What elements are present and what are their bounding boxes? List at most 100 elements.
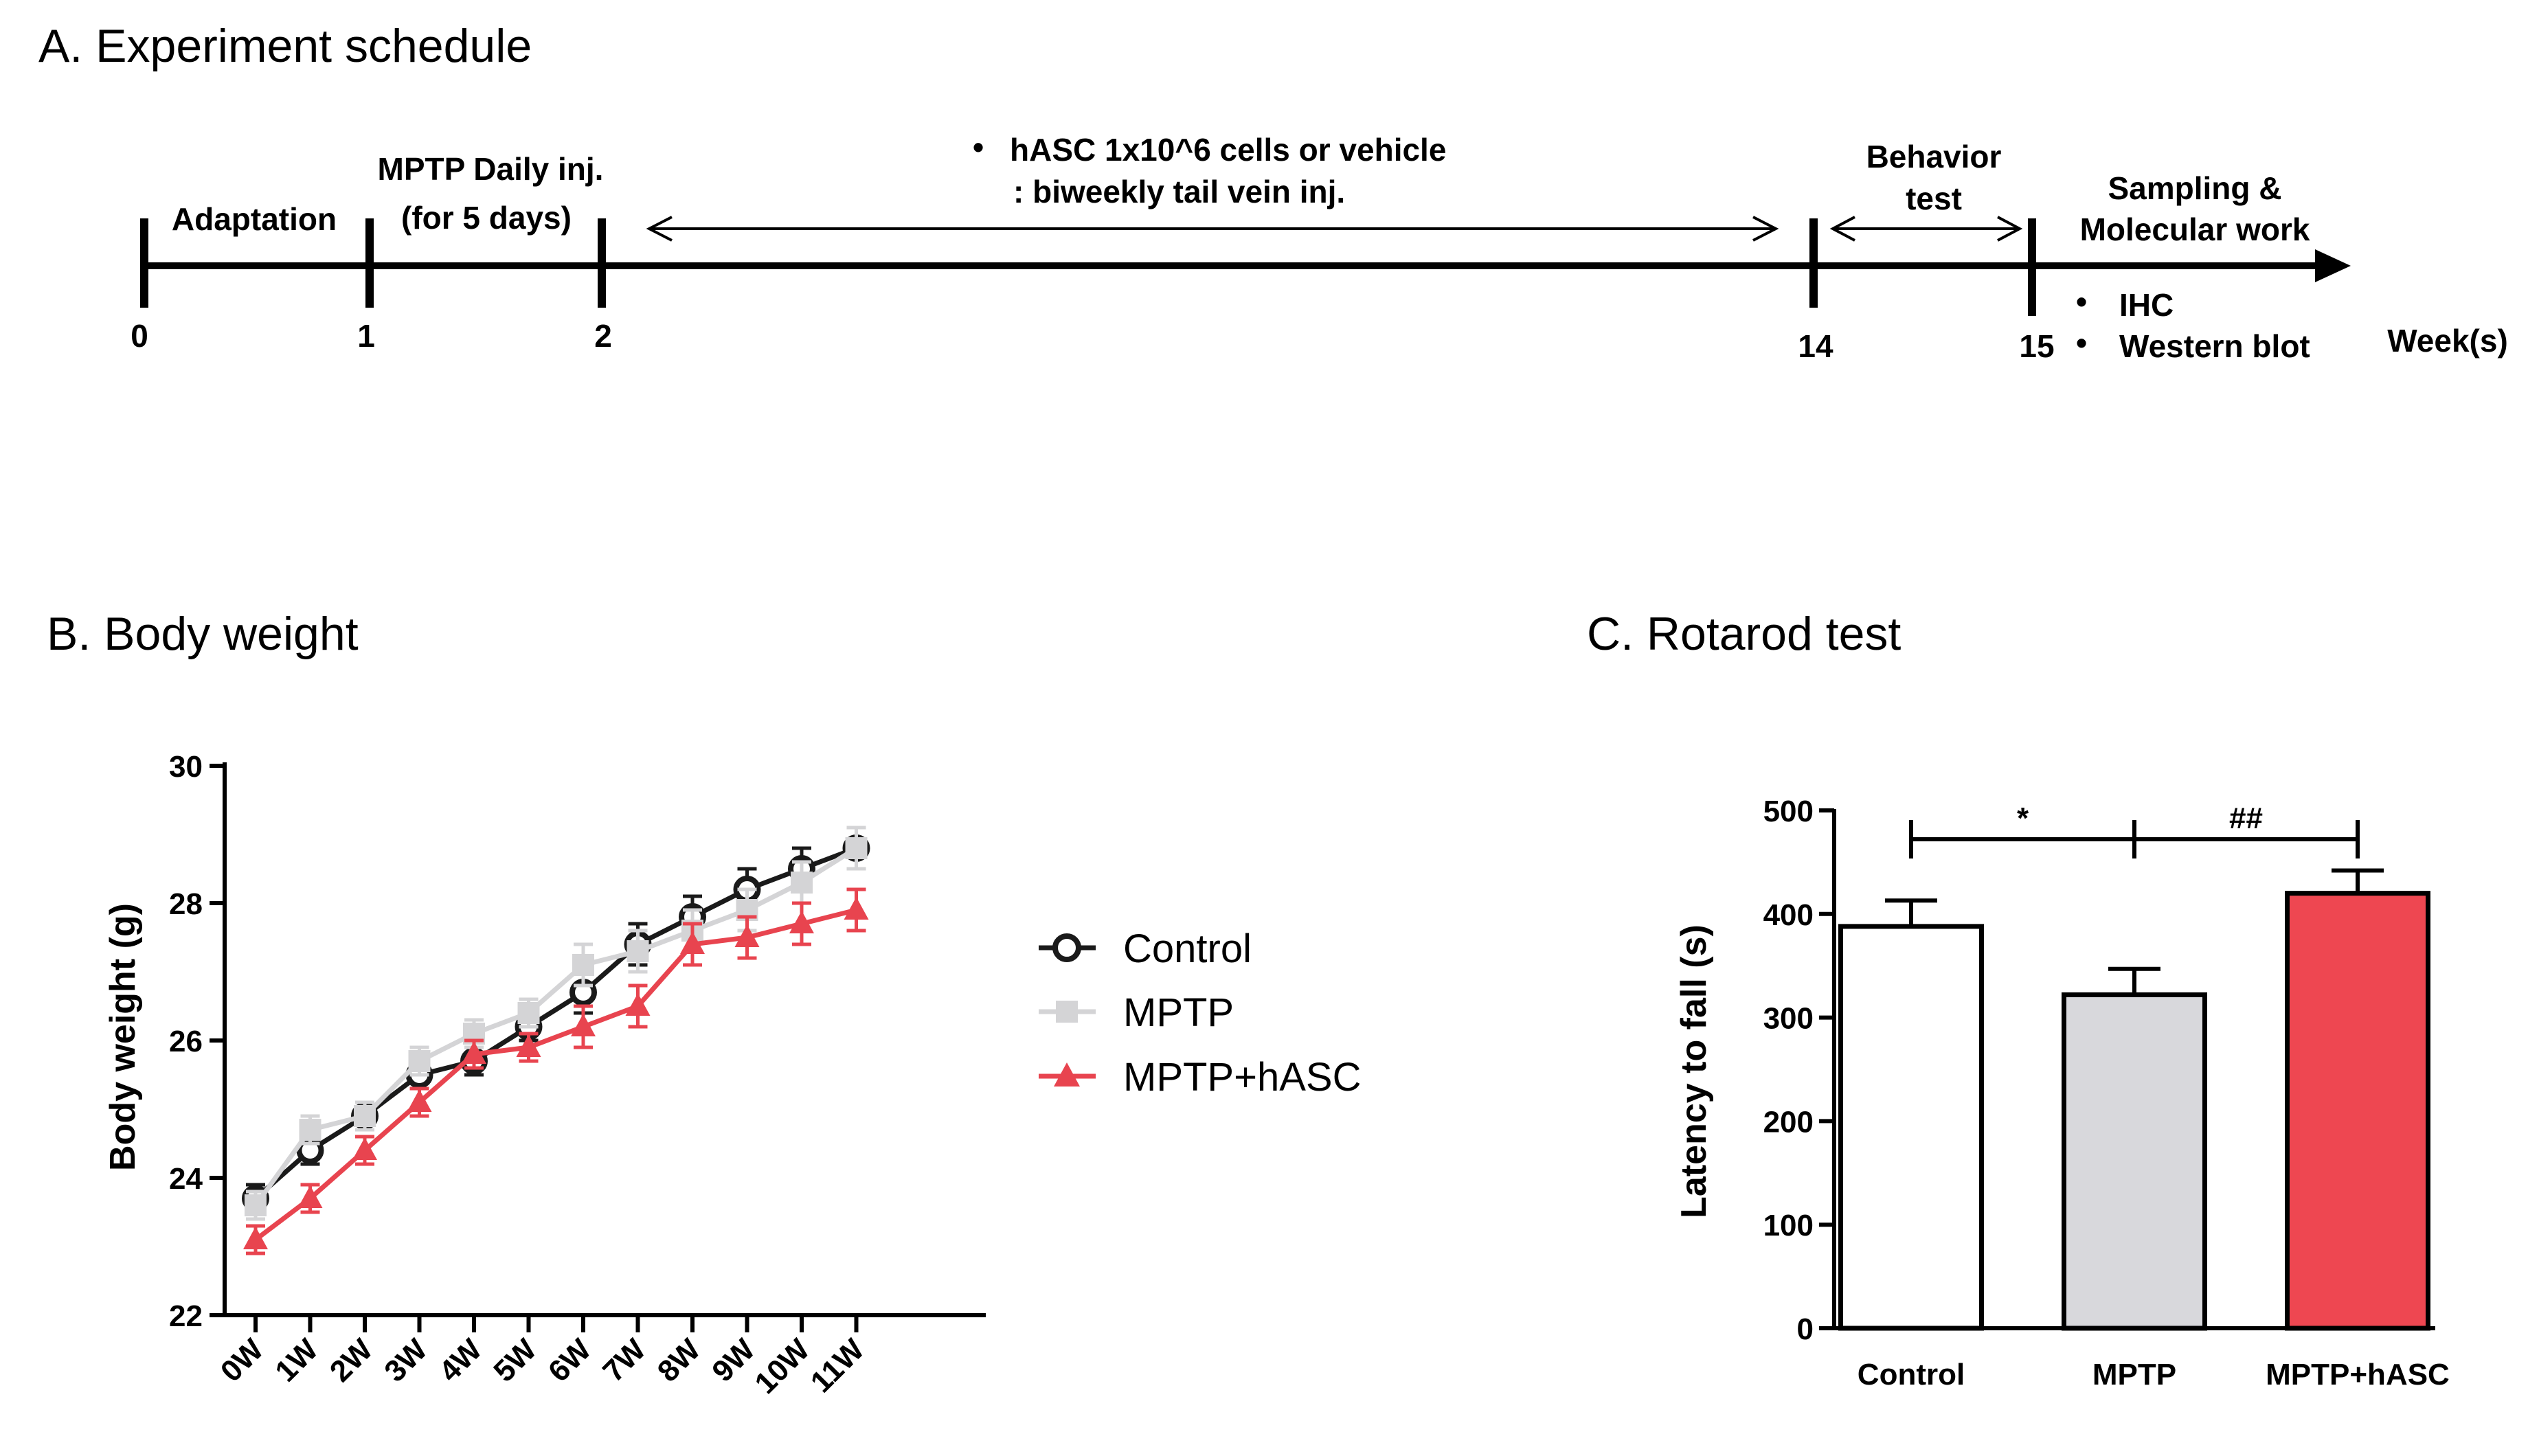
week-label-0: 0	[131, 318, 148, 354]
series-control	[242, 826, 870, 1214]
behavior-label-line2: test	[1906, 181, 1962, 216]
x-tick-label-5w: 5W	[487, 1332, 543, 1389]
week-label-14: 14	[1798, 328, 1833, 364]
point-mptp-hasc-9w	[734, 924, 760, 947]
point-mptp-6w	[572, 954, 594, 976]
panel-c-significance: * ##	[1909, 801, 2360, 858]
y-tick-label-24: 24	[169, 1162, 203, 1196]
point-mptp-hasc-8w	[680, 931, 705, 954]
bar-control	[1838, 924, 1984, 1331]
legend-marker-control	[1052, 933, 1081, 962]
week-label-2: 2	[594, 318, 612, 354]
y-tick-label-28: 28	[169, 887, 203, 921]
x-label-control: Control	[1858, 1358, 1965, 1391]
panel-b-body-weight: B. Body weight Body weight (g) 22 24 26 28 3…	[47, 608, 1362, 1400]
panel-a-title: A. Experiment schedule	[38, 20, 532, 72]
x-tick-label-1w: 1W	[269, 1332, 325, 1389]
mptp-label-line2: (for 5 days)	[401, 200, 572, 236]
point-mptp-hasc-0w	[243, 1227, 268, 1249]
y-tick-label-200: 200	[1763, 1105, 1814, 1139]
panel-c-bars	[1838, 868, 2430, 1331]
series-mptp-hasc	[243, 887, 869, 1255]
point-mptp-hasc-11w	[844, 897, 869, 920]
behavior-period-arrow	[1829, 216, 2023, 242]
point-mptp-5w	[517, 1002, 540, 1024]
panel-c-y-ticks: 0 100 200 300 400 500	[1763, 795, 1834, 1346]
point-mptp-10w	[791, 872, 813, 894]
hasc-label-line1: hASC 1x10^6 cells or vehicle	[1010, 132, 1446, 168]
sig-label-control-vs-mptp: *	[2017, 801, 2029, 835]
y-tick-label-22: 22	[169, 1299, 203, 1333]
series-line-mptp	[253, 846, 858, 1207]
legend-label-mptp-hasc: MPTP+hASC	[1123, 1055, 1362, 1100]
legend-item-control: Control	[1039, 926, 1252, 971]
behavior-label-line1: Behavior	[1866, 139, 2002, 174]
x-label-mptp: MPTP	[2092, 1358, 2176, 1391]
y-tick-label-30: 30	[169, 750, 203, 784]
x-tick-label-4w: 4W	[433, 1332, 489, 1389]
timeline-arrowhead	[2315, 249, 2351, 282]
adaptation-label: Adaptation	[172, 201, 337, 237]
point-mptp-2w	[354, 1105, 376, 1127]
panel-c-x-labels: Control MPTP MPTP+hASC	[1858, 1358, 2450, 1391]
hasc-bullet: •	[973, 129, 984, 165]
series-mptp	[245, 826, 868, 1221]
y-tick-label-0: 0	[1797, 1312, 1814, 1346]
point-mptp-hasc-6w	[571, 1014, 596, 1036]
panel-b-title: B. Body weight	[47, 608, 359, 660]
y-tick-label-400: 400	[1763, 898, 1814, 932]
panel-b-y-axis-title: Body weight (g)	[103, 903, 143, 1171]
week-label-1: 1	[357, 318, 375, 354]
x-label-mptp-hasc: MPTP+hASC	[2266, 1358, 2450, 1391]
x-tick-label-11w: 11W	[804, 1332, 871, 1399]
panel-b-legend: Control MPTP MPTP+hASC	[1039, 926, 1362, 1100]
panel-c-title: C. Rotarod test	[1587, 608, 1901, 660]
week-unit-label: Week(s)	[2387, 323, 2508, 359]
y-tick-label-26: 26	[169, 1025, 203, 1058]
sampling-label-line1: Sampling &	[2108, 170, 2281, 206]
x-tick-label-8w: 8W	[651, 1332, 708, 1389]
point-mptp-3w	[408, 1050, 431, 1072]
x-tick-label-0w: 0W	[214, 1332, 271, 1389]
panel-a-experiment-schedule: A. Experiment schedule 0 1 2 14 15 Adapt…	[38, 20, 2508, 364]
point-mptp-hasc-3w	[407, 1089, 432, 1112]
ihc-bullet: •	[2076, 284, 2087, 319]
legend-item-mptp-hasc: MPTP+hASC	[1039, 1055, 1362, 1100]
point-mptp-hasc-10w	[789, 911, 814, 933]
western-blot-label: Western blot	[2119, 328, 2310, 364]
x-tick-label-10w: 10W	[748, 1332, 816, 1400]
panel-b-y-ticks: 22 24 26 28 30	[169, 750, 225, 1333]
week-label-15: 15	[2019, 328, 2054, 364]
hasc-period-arrow	[646, 216, 1779, 242]
panel-b-series	[242, 826, 870, 1255]
hasc-label-line2: : biweekly tail vein inj.	[1013, 174, 1345, 209]
x-tick-label-7w: 7W	[596, 1332, 653, 1389]
x-tick-label-2w: 2W	[324, 1332, 380, 1389]
y-tick-label-500: 500	[1763, 795, 1814, 828]
legend-label-control: Control	[1123, 926, 1252, 971]
mptp-label-line1: MPTP Daily inj.	[378, 151, 604, 187]
bar-mptp	[2062, 992, 2207, 1331]
ihc-label: IHC	[2119, 287, 2174, 323]
bar-mptp-hasc	[2285, 891, 2430, 1331]
legend-marker-mptp-hasc	[1054, 1062, 1080, 1087]
point-mptp-7w	[627, 940, 649, 962]
legend-item-mptp: MPTP	[1039, 990, 1234, 1035]
series-line-mptp-hasc	[253, 907, 857, 1242]
sampling-label-line2: Molecular work	[2080, 212, 2310, 247]
panel-c-y-axis-title: Latency to fall (s)	[1674, 924, 1714, 1218]
point-mptp-hasc-1w	[297, 1185, 323, 1208]
point-mptp-hasc-5w	[516, 1034, 541, 1057]
legend-label-mptp: MPTP	[1123, 990, 1234, 1035]
sig-label-mptp-vs-mptp-hasc: ##	[2229, 801, 2263, 835]
point-mptp-hasc-7w	[625, 993, 651, 1016]
legend-marker-mptp	[1056, 1001, 1078, 1023]
panel-c-rotarod-test: C. Rotarod test Latency to fall (s) 0 100…	[1587, 608, 2450, 1391]
y-tick-label-100: 100	[1763, 1209, 1814, 1242]
y-tick-label-300: 300	[1763, 1002, 1814, 1036]
point-mptp-0w	[245, 1194, 267, 1216]
point-mptp-11w	[845, 837, 868, 859]
point-mptp-hasc-2w	[352, 1137, 377, 1160]
x-tick-label-6w: 6W	[542, 1332, 598, 1389]
